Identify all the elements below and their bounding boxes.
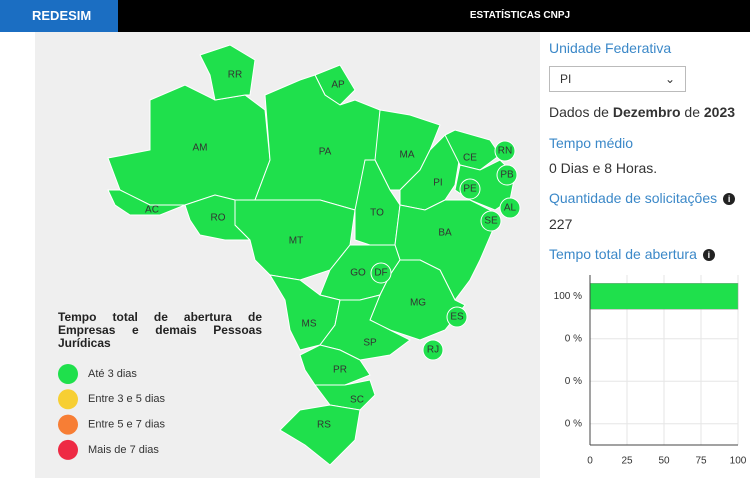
state-label: SE <box>484 216 498 227</box>
tempo-medio-label: Tempo médio <box>549 135 634 151</box>
state-label: RR <box>228 70 242 81</box>
y-tick-label: 0 % <box>565 376 582 387</box>
tempo-total-label: Tempo total de abertura <box>549 246 697 262</box>
connector: de <box>684 104 700 120</box>
state-label: PE <box>463 184 477 195</box>
y-tick-label: 100 % <box>554 291 582 302</box>
quantidade-label: Quantidade de solicitações <box>549 190 718 206</box>
state-marker <box>370 262 392 284</box>
x-tick-label: 25 <box>621 456 633 467</box>
legend-dot <box>58 389 78 410</box>
legend-title: Tempo total de abertura de Empresas e de… <box>58 310 262 350</box>
chevron: ⌄ <box>664 72 675 86</box>
state-label: RN <box>498 146 512 157</box>
legend-label: Mais de 7 dias <box>88 444 159 456</box>
state-label: PB <box>500 170 514 181</box>
state-shape <box>279 404 361 466</box>
state-shape <box>107 84 271 206</box>
state-marker <box>494 140 516 162</box>
year: 2023 <box>703 104 736 120</box>
legend-label: Entre 5 e 7 dias <box>88 419 166 431</box>
uf-selected: PI <box>560 72 572 86</box>
legend-dot <box>58 414 78 435</box>
state-label: PR <box>333 365 347 376</box>
header-title: ESTATÍSTICAS CNPJ <box>469 10 571 21</box>
legend-label: Até 3 dias <box>88 368 137 380</box>
state-label: PI <box>433 178 442 189</box>
state-marker <box>480 210 502 232</box>
x-tick-label: 50 <box>658 456 670 467</box>
state-label: SC <box>350 395 364 406</box>
state-marker <box>422 339 444 361</box>
legend-label: Entre 3 e 5 dias <box>88 393 166 405</box>
map: RR AP AM PA MA CE RN PB PI PE AL SE AC RO TO MT BA GO DF MG… <box>58 44 521 466</box>
state-label: DF <box>374 268 387 279</box>
state-label: RJ <box>427 345 439 356</box>
quantidade-row: Quantidade de solicitações i <box>549 190 736 206</box>
state-label: GO <box>350 268 366 279</box>
state-marker <box>459 178 481 200</box>
state-marker <box>496 164 518 186</box>
state-marker <box>446 306 468 328</box>
bar <box>589 283 739 310</box>
state-shape <box>299 344 371 386</box>
state-marker <box>499 197 521 219</box>
state-label: AL <box>504 203 517 214</box>
state-shape <box>199 44 256 101</box>
logo[interactable]: REDESIM <box>0 0 118 32</box>
tempo-total-row: Tempo total de abertura i <box>549 246 715 262</box>
state-shape <box>234 199 356 281</box>
quantidade-value: 227 <box>549 216 573 232</box>
state-label: RS <box>317 420 331 431</box>
state-label: SP <box>363 338 377 349</box>
x-tick-label: 75 <box>695 456 707 467</box>
state-label: PA <box>319 147 332 158</box>
state-label: AC <box>145 205 159 216</box>
state-label: MT <box>289 236 303 247</box>
state-label: AP <box>331 80 345 91</box>
dados-prefix: Dados de <box>549 104 609 120</box>
state-label: MG <box>410 298 426 309</box>
state-shape <box>107 189 186 216</box>
info-icon[interactable]: i <box>702 249 715 261</box>
info-icon[interactable]: i <box>723 193 736 205</box>
top-bar: REDESIM ESTATÍSTICAS CNPJ <box>0 0 750 32</box>
x-tick-label: 0 <box>587 456 593 467</box>
month: Dezembro <box>612 104 681 120</box>
state-label: MS <box>302 319 317 330</box>
state-label: MA <box>400 150 415 161</box>
legend-dot <box>58 364 78 384</box>
bar-chart: 0 25 50 75 100 100 % 0 % 0 % 0 % <box>554 275 747 467</box>
uf-label: Unidade Federativa <box>549 40 672 56</box>
state-label: CE <box>463 153 477 164</box>
x-tick-label: 100 <box>730 456 747 467</box>
state-label: BA <box>438 228 452 239</box>
state-label: AM <box>193 143 208 154</box>
dados: Dados de Dezembro de 2023 <box>549 104 735 120</box>
uf-select[interactable]: PI ⌄ <box>549 66 686 92</box>
state-label: ES <box>450 312 464 323</box>
state-label: TO <box>370 208 384 219</box>
legend-dot <box>58 439 78 460</box>
state-label: RO <box>211 213 226 224</box>
tempo-medio-value: 0 Dias e 8 Horas. <box>549 160 658 176</box>
y-tick-label: 0 % <box>565 418 582 429</box>
y-tick-label: 0 % <box>565 333 582 344</box>
